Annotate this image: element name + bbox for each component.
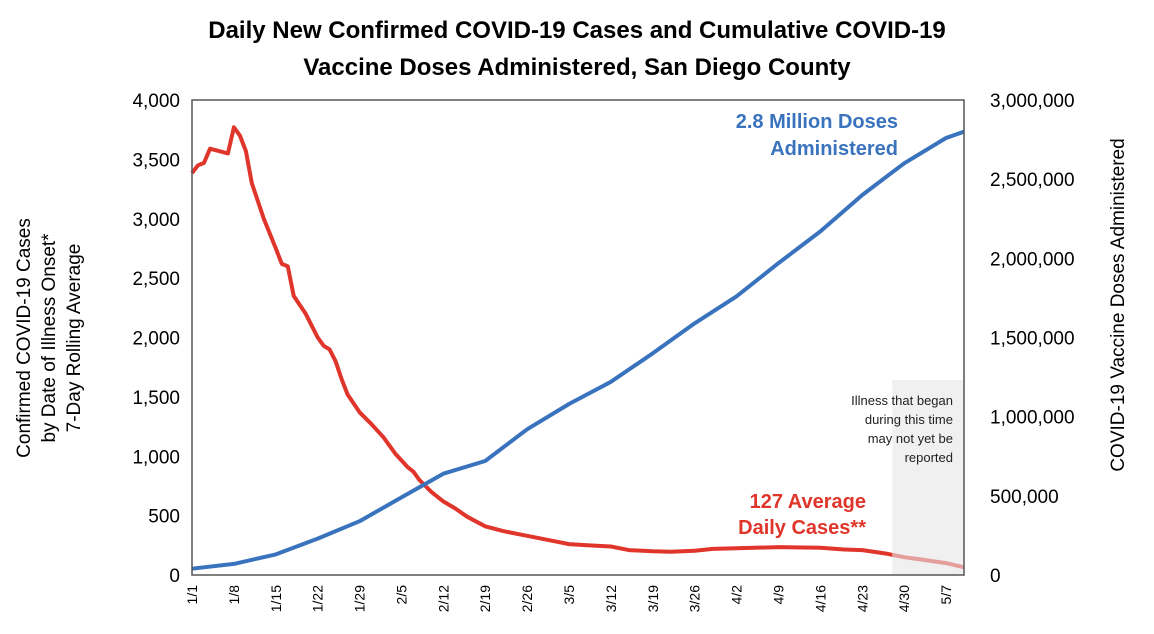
- doses-annotation: Administered: [770, 138, 898, 160]
- x-tick-label: 4/16: [812, 585, 828, 612]
- x-tick-label: 4/9: [770, 585, 786, 605]
- x-tick-label: 5/7: [938, 585, 954, 605]
- cases-annotation: Daily Cases**: [738, 517, 866, 539]
- left-y-tick-label: 1,000: [132, 447, 180, 468]
- x-tick-label: 3/26: [687, 585, 703, 612]
- x-tick-label: 3/12: [603, 585, 619, 612]
- right-y-tick-label: 2,000,000: [990, 249, 1075, 270]
- x-tick-label: 1/29: [352, 585, 368, 612]
- cases-line: [190, 125, 965, 570]
- shade-annotation: Illness that began: [851, 393, 953, 408]
- plot-frame: [191, 99, 965, 576]
- x-tick-label: 2/26: [519, 585, 535, 612]
- left-y-tick-label: 2,000: [132, 329, 180, 350]
- left-y-tick-label: 3,500: [132, 150, 180, 171]
- doses-annotation: 2.8 Million Doses: [736, 111, 898, 133]
- unreported-period-shade: [892, 380, 964, 575]
- left-y-tick-label: 500: [148, 507, 180, 528]
- x-tick-label: 4/30: [896, 585, 912, 612]
- x-tick-label: 1/15: [268, 585, 284, 612]
- right-y-tick-label: 1,000,000: [990, 408, 1075, 429]
- left-y-tick-label: 4,000: [132, 91, 180, 112]
- shade-annotation: during this time: [865, 412, 953, 427]
- left-y-tick-label: 2,500: [132, 269, 180, 290]
- x-tick-label: 3/5: [561, 585, 577, 605]
- cases-annotation: 127 Average: [750, 491, 866, 513]
- chart-title-line-1: Daily New Confirmed COVID-19 Cases and C…: [208, 17, 946, 44]
- shade-annotation: reported: [905, 450, 953, 465]
- right-y-tick-label: 2,500,000: [990, 170, 1075, 191]
- right-axis-label: COVID-19 Vaccine Doses Administered: [1108, 138, 1129, 471]
- chart-title-line-2: Vaccine Doses Administered, San Diego Co…: [303, 54, 851, 81]
- x-tick-label: 3/19: [645, 585, 661, 612]
- svg-text:7-Day Rolling Average: 7-Day Rolling Average: [64, 244, 85, 433]
- x-tick-label: 4/2: [729, 585, 745, 605]
- x-tick-label: 1/1: [184, 585, 200, 605]
- x-tick-label: 4/23: [854, 585, 870, 612]
- right-y-tick-label: 500,000: [990, 487, 1059, 508]
- x-tick-label: 2/5: [393, 585, 409, 605]
- doses-line: [191, 129, 965, 571]
- right-y-tick-label: 0: [990, 566, 1001, 587]
- x-tick-label: 2/12: [435, 585, 451, 612]
- left-y-tick-label: 3,000: [132, 210, 180, 231]
- right-y-tick-label: 3,000,000: [990, 91, 1075, 112]
- left-y-tick-label: 1,500: [132, 388, 180, 409]
- right-y-tick-label: 1,500,000: [990, 329, 1075, 350]
- left-axis-label: Confirmed COVID-19 Cases by Date of Illn…: [14, 218, 85, 458]
- left-y-tick-label: 0: [169, 566, 180, 587]
- svg-text:Confirmed COVID-19 Cases: Confirmed COVID-19 Cases: [14, 218, 35, 458]
- x-tick-label: 1/8: [226, 585, 242, 605]
- svg-text:by Date of Illness Onset*: by Date of Illness Onset*: [39, 233, 60, 443]
- x-tick-label: 1/22: [310, 585, 326, 612]
- shade-annotation: may not yet be: [868, 431, 953, 446]
- x-tick-label: 2/19: [477, 585, 493, 612]
